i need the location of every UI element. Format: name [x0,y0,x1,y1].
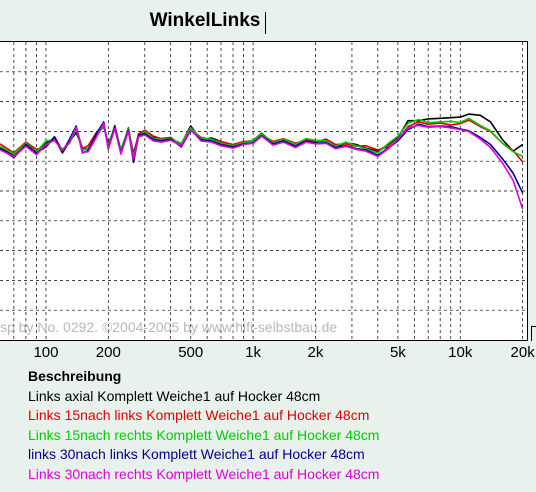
legend-item-axial: Links axial Komplett Weiche1 auf Hocker … [28,387,321,404]
text-caret [265,12,266,34]
series-line-2 [0,117,523,159]
x-tick-label: 10k [448,344,473,361]
x-tick-label: 200 [95,344,121,361]
legend-item-15-links: Links 15nach links Komplett Weiche1 auf … [28,407,370,423]
watermark-text: sp by No. 0292. ©2004-2005 by www.hifi-s… [0,319,338,335]
x-tick-label: 500 [178,344,204,361]
series-line-4 [0,122,524,210]
x-tick-label: 100 [33,344,59,361]
legend-item-15-rechts: Links 15nach rechts Komplett Weiche1 auf… [28,426,380,443]
x-tick-label: 5k [389,344,406,361]
legend: Beschreibung Links axial Komplett Weiche… [28,367,379,484]
legend-item-30-rechts: Links 30nach rechts Komplett Weiche1 auf… [28,465,380,482]
legend-title: Beschreibung [28,368,122,384]
series-line-1 [0,119,524,163]
x-tick-label: 20k [510,344,535,361]
chart-title: WinkelLinks [149,10,261,31]
x-tick-label: 2k [307,344,324,361]
legend-item-30-links: links 30nach links Komplett Weiche1 auf … [28,446,365,462]
x-tick-label: 1k [245,344,262,361]
resize-handle[interactable] [531,326,536,341]
